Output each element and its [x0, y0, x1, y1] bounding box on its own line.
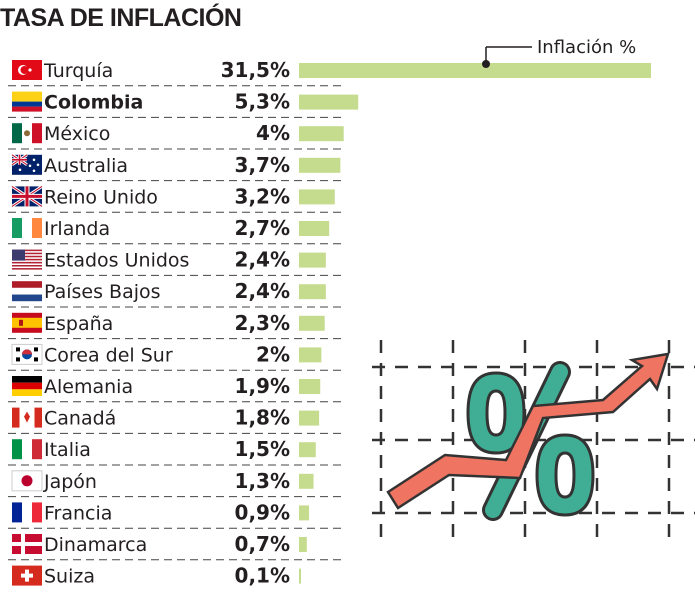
bar — [299, 568, 301, 584]
chart-row: Reino Unido 3,2% — [44, 184, 335, 208]
country-label: Francia — [44, 502, 112, 524]
country-label: Países Bajos — [44, 281, 161, 303]
chart-row: México 4% — [44, 121, 344, 145]
country-label: Italia — [44, 439, 91, 461]
bar — [299, 347, 322, 363]
chart-title: TASA DE INFLACIÓN — [0, 4, 242, 32]
flag-it-icon — [12, 439, 42, 460]
bar — [299, 537, 307, 552]
bar — [299, 157, 341, 173]
rising-arrow — [386, 352, 670, 510]
flag-de-icon — [12, 376, 42, 396]
flag-tr-icon — [12, 60, 42, 80]
value-label: 0,7% — [235, 532, 290, 556]
bar — [299, 189, 335, 205]
legend-dot — [482, 60, 490, 68]
percent-circle-bottom — [535, 433, 595, 517]
bar — [299, 221, 330, 236]
country-label: Irlanda — [44, 218, 110, 240]
country-label: Australia — [44, 155, 128, 177]
value-label: 2,7% — [235, 216, 290, 240]
country-label: Japón — [43, 471, 97, 493]
flag-co-icon — [12, 91, 42, 112]
flag-us-icon — [12, 249, 42, 270]
chart-row: Canadá 1,8% — [44, 406, 320, 430]
flag-kr-icon — [11, 343, 43, 365]
chart-row: Turquía 31,5% — [43, 58, 651, 82]
flag-gb-icon — [11, 185, 43, 208]
value-label: 2,4% — [235, 279, 290, 303]
country-label: Corea del Sur — [44, 344, 173, 366]
country-label: Colombia — [44, 92, 143, 114]
chart-row: Corea del Sur 2% — [44, 342, 322, 366]
bar — [299, 505, 310, 521]
legend-label: Inflación % — [537, 37, 636, 58]
country-label: Canadá — [44, 408, 116, 430]
chart-row: Irlanda 2,7% — [44, 216, 330, 240]
bar — [299, 63, 651, 78]
flag-ch-icon — [12, 565, 42, 586]
flag-dk-icon — [12, 534, 42, 554]
value-label: 2,3% — [235, 311, 290, 335]
country-label: Reino Unido — [44, 186, 158, 208]
country-label: España — [44, 313, 113, 335]
country-label: Turquía — [43, 60, 113, 82]
country-label: Dinamarca — [44, 534, 147, 556]
flag-mx-icon — [12, 123, 42, 144]
flag-nl-icon — [12, 281, 42, 302]
value-label: 0,1% — [235, 564, 290, 588]
country-label: Estados Unidos — [44, 250, 189, 272]
flag-fr-icon — [12, 502, 42, 523]
value-label: 1,3% — [235, 469, 290, 493]
value-label: 31,5% — [221, 58, 290, 82]
flag-ca-icon — [12, 407, 42, 428]
value-label: 2,4% — [235, 248, 290, 272]
chart-row: Países Bajos 2,4% — [44, 279, 326, 303]
bar — [299, 94, 359, 110]
value-label: 3,7% — [235, 153, 290, 177]
chart-row: Italia 1,5% — [44, 437, 316, 461]
bar — [299, 410, 320, 426]
value-label: 5,3% — [235, 90, 290, 114]
chart-row: Japón 1,3% — [43, 469, 314, 493]
value-label: 1,9% — [235, 374, 290, 398]
bar — [299, 126, 344, 142]
bar — [299, 315, 325, 331]
value-label: 0,9% — [235, 500, 290, 524]
value-label: 1,5% — [235, 437, 290, 461]
flag-au-icon — [11, 153, 42, 175]
chart-row: Australia 3,7% — [44, 153, 341, 177]
value-label: 4% — [256, 121, 290, 145]
chart-row: Francia 0,9% — [44, 500, 310, 524]
legend: Inflación % — [482, 37, 636, 68]
bar — [299, 284, 326, 300]
chart-row: Dinamarca 0,7% — [44, 532, 307, 556]
chart-row: Colombia 5,3% — [44, 90, 359, 114]
country-label: Alemania — [44, 376, 133, 398]
bar — [299, 442, 316, 458]
value-label: 2% — [256, 342, 290, 366]
bar — [299, 473, 314, 489]
chart-row: España 2,3% — [44, 311, 325, 335]
country-label: Suiza — [44, 566, 95, 588]
flag-jp-icon — [11, 470, 43, 492]
bar — [299, 252, 326, 268]
chart-row: Suiza 0,1% — [44, 564, 301, 588]
value-label: 3,2% — [235, 184, 290, 208]
chart-row: Alemania 1,9% — [44, 374, 321, 398]
value-label: 1,8% — [235, 406, 290, 430]
flag-ie-icon — [12, 218, 42, 238]
country-label: México — [44, 123, 110, 145]
chart-row: Estados Unidos 2,4% — [44, 248, 326, 272]
bar — [299, 379, 321, 394]
percent-rising-arrow-icon — [372, 340, 695, 545]
flag-es-icon — [12, 312, 42, 333]
percent-circle-top — [466, 371, 526, 455]
